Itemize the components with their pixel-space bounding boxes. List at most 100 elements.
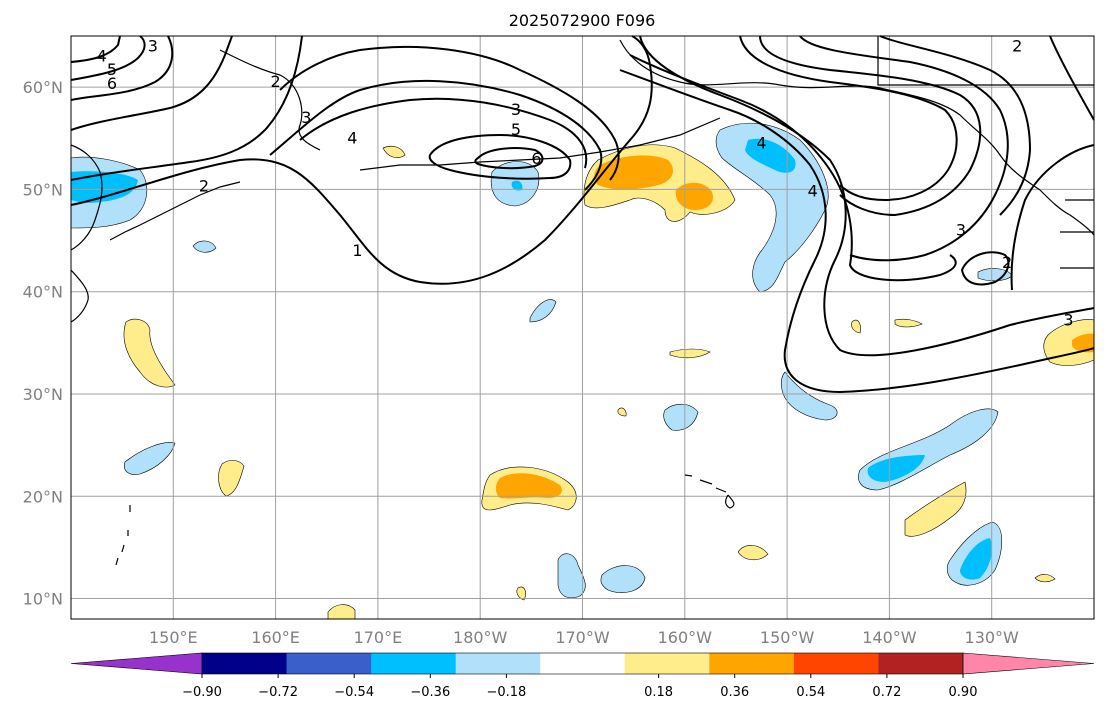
- shade-lightblue-small-5: [557, 553, 586, 599]
- colorbar: −0.90 −0.72 −0.54 −0.36 −0.18 0.18 0.36 0.54 0.7…: [70, 652, 1095, 700]
- shade-yellow-small-7: [1034, 574, 1056, 583]
- colorbar-segment: [371, 653, 457, 674]
- contour-label: 4: [808, 182, 818, 201]
- colorbar-extend-low: [70, 652, 203, 675]
- latitude-tick-label: 20°N: [23, 487, 63, 506]
- latitude-tick-label: 30°N: [23, 385, 63, 404]
- shade-blue-se: [867, 455, 925, 482]
- contour-label: 4: [756, 134, 766, 153]
- longitude-tick-label: 160°E: [251, 628, 300, 647]
- shade-yellow-small-3: [669, 348, 711, 359]
- shade-blue-se-2: [960, 538, 992, 580]
- contour-label: 5: [107, 60, 117, 79]
- contour-ring-1: [759, 35, 982, 217]
- shade-lightblue-small-2: [529, 299, 557, 323]
- colorbar-segment: [286, 653, 372, 674]
- coast-na-west: [1039, 189, 1095, 236]
- longitude-tick-label: 150°E: [149, 628, 198, 647]
- shade-blue-central: [511, 180, 523, 191]
- contour-lines: [70, 35, 1095, 394]
- colorbar-tick-label: −0.18: [486, 685, 526, 700]
- colorbar-tick-label: 0.36: [720, 685, 749, 700]
- shade-lightblue-small-1: [192, 240, 217, 253]
- shade-blue-gulf: [745, 138, 796, 173]
- coast-japan: [70, 269, 89, 323]
- shade-lightblue-small-6: [600, 565, 646, 593]
- shade-yellow-small-4: [327, 604, 356, 620]
- contour-2-central: [269, 79, 603, 191]
- shade-orange-east: [1072, 333, 1094, 353]
- coast-kuril: [109, 181, 241, 241]
- contour-label: 6: [531, 149, 541, 168]
- contour-label: 5: [511, 120, 521, 139]
- latitude-labels: 10°N 20°N 30°N 40°N 50°N 60°N: [23, 78, 63, 608]
- longitude-tick-label: 160°W: [658, 628, 713, 647]
- shade-yellow-small-6: [851, 319, 861, 334]
- colorbar-tick-label: 0.54: [796, 685, 825, 700]
- colorbar-tick-label: −0.90: [182, 685, 222, 700]
- longitude-tick-label: 170°W: [555, 628, 610, 647]
- coast-alaska-west: [219, 49, 321, 151]
- shade-yellow-small-5: [894, 318, 923, 328]
- contour-ring-4: [879, 35, 1032, 216]
- coast-marianas: [115, 505, 131, 566]
- colorbar-segment: [624, 653, 710, 674]
- contour-east-low: [1010, 144, 1095, 291]
- colorbar-tick-label: 0.72: [872, 685, 901, 700]
- colorbar-segments: [70, 652, 1095, 675]
- colorbar-segment: [202, 653, 288, 674]
- longitude-tick-label: 140°W: [862, 628, 917, 647]
- contour-2-east: [639, 35, 1095, 357]
- shade-yellow-east: [1043, 319, 1095, 366]
- contour-label: 2: [199, 176, 209, 195]
- contour-6-west: [70, 35, 121, 63]
- coastlines: [70, 36, 1095, 566]
- map-title: 2025072900 F096: [509, 11, 656, 30]
- shade-lightblue-east-pacific: [780, 371, 838, 421]
- contour-label: 2: [1012, 36, 1022, 55]
- latitude-tick-label: 40°N: [23, 283, 63, 302]
- longitude-tick-label: 170°E: [354, 628, 403, 647]
- shade-yellow-se-1: [904, 481, 967, 537]
- colorbar-segment: [709, 653, 795, 674]
- negative-anomaly-shading: [70, 122, 1013, 599]
- contour-east-edge: [1049, 35, 1095, 121]
- contour-ring-3: [799, 35, 1009, 262]
- latitude-tick-label: 50°N: [23, 180, 63, 199]
- colorbar-segment: [878, 653, 964, 674]
- contour-4-east: [629, 54, 957, 282]
- shade-yellow-small-9: [516, 586, 526, 601]
- shade-yellow-west: [123, 318, 176, 388]
- coast-hawaii: [684, 474, 735, 509]
- shade-lightblue-small-4: [663, 403, 699, 431]
- longitude-tick-label: 180°W: [453, 628, 508, 647]
- contour-3-east-low: [619, 69, 1095, 394]
- shade-yellow-small-10: [617, 407, 627, 417]
- shade-yellow-small-1: [218, 460, 245, 497]
- contour-5-central: [428, 133, 572, 180]
- contour-label: 3: [148, 36, 158, 55]
- coast-border-line: [877, 36, 1094, 269]
- contour-4-central: [279, 45, 620, 181]
- longitude-tick-label: 130°W: [965, 628, 1020, 647]
- coast-aleutians: [359, 117, 721, 171]
- shade-yellow-small-2: [737, 545, 769, 561]
- contour-label: 4: [347, 128, 357, 147]
- shade-blue-west: [71, 171, 138, 203]
- contour-label: 2: [271, 72, 281, 91]
- shade-orange-north-pacific: [594, 155, 673, 190]
- colorbar-tick-label: −0.54: [334, 685, 374, 700]
- contour-4-west: [70, 35, 174, 101]
- shade-orange-subtropic: [495, 473, 562, 499]
- contour-3-west: [70, 35, 233, 131]
- colorbar-tick-label: 0.18: [644, 685, 673, 700]
- shade-lightblue-small-3: [124, 442, 176, 475]
- colorbar-tick-label: −0.72: [258, 685, 298, 700]
- shade-yellow-small-8: [382, 145, 406, 158]
- contour-1: [70, 35, 653, 285]
- colorbar-tick-labels: −0.90 −0.72 −0.54 −0.36 −0.18 0.18 0.36 0.54 0.7…: [182, 674, 977, 700]
- latitude-tick-label: 60°N: [23, 78, 63, 97]
- colorbar-segment: [793, 653, 879, 674]
- graticule: [71, 36, 1094, 619]
